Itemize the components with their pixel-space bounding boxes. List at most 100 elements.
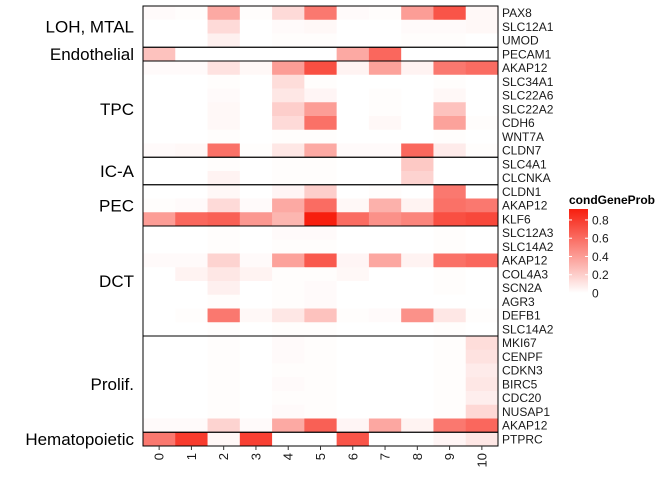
heatmap-cell [239,349,273,364]
heatmap-cell [175,198,208,213]
heatmap-cell [465,33,499,48]
heatmap-cell [433,129,467,144]
gene-label: KLF6 [502,212,531,226]
heatmap-cell [465,116,499,131]
x-tick-label: 9 [442,453,457,460]
legend-colorbar [569,209,588,293]
heatmap-cell [304,391,338,406]
heatmap-cell [143,267,176,282]
heatmap-cell [465,19,499,34]
heatmap-cell [401,404,434,419]
heatmap-cell [143,404,176,419]
heatmap-cell [401,33,434,48]
heatmap-cell [336,322,370,337]
heatmap-cell [175,377,208,392]
heatmap-cell [368,6,402,21]
heatmap-cell [175,129,208,144]
heatmap-cell [401,198,434,213]
heatmap-cell [401,47,434,62]
heatmap-cell [465,336,499,351]
heatmap-cell [401,6,434,21]
x-tick-label: 10 [474,453,489,467]
heatmap-cell [401,239,434,254]
heatmap-cell [401,363,434,378]
heatmap-cell [207,184,241,199]
heatmap-cell [239,418,273,433]
heatmap-cell [465,308,499,323]
heatmap-cell [433,198,467,213]
heatmap-cell [175,281,208,296]
heatmap-cell [368,33,402,48]
gene-label: SLC14A2 [502,240,554,254]
heatmap-cell [304,267,338,282]
heatmap-cell [272,349,305,364]
heatmap-cell [368,253,402,268]
heatmap-cell [304,171,338,186]
heatmap-cell [304,363,338,378]
heatmap-cell [143,336,176,351]
heatmap-cell [143,171,176,186]
heatmap-cell [433,143,467,158]
heatmap-cell [433,267,467,282]
heatmap-cell [465,432,499,447]
heatmap-cell [143,418,176,433]
heatmap-cell [401,432,434,447]
heatmap-cell [401,253,434,268]
heatmap-cell [368,102,402,117]
heatmap-cell [368,308,402,323]
heatmap-cell [304,88,338,103]
heatmap-cell [336,391,370,406]
heatmap-cells [143,6,499,447]
heatmap-cell [368,212,402,227]
x-tick-label: 5 [313,453,328,460]
heatmap-cell [272,267,305,282]
heatmap-cell [272,102,305,117]
heatmap-cell [433,349,467,364]
heatmap-cell [433,61,467,76]
heatmap-cell [239,116,273,131]
heatmap-cell [239,88,273,103]
heatmap-cell [239,267,273,282]
heatmap-cell [465,322,499,337]
heatmap-cell [207,171,241,186]
heatmap-cell [143,157,176,172]
heatmap-cell [465,129,499,144]
heatmap-cell [336,281,370,296]
heatmap-cell [465,363,499,378]
heatmap-cell [401,157,434,172]
heatmap-cell [304,322,338,337]
heatmap-cell [207,294,241,309]
x-tick-label: 6 [345,453,360,460]
heatmap-cell [368,116,402,131]
heatmap-cell [175,74,208,89]
heatmap-cell [368,267,402,282]
heatmap-cell [239,47,273,62]
x-tick-label: 1 [184,453,199,460]
x-tick-label: 3 [248,453,263,460]
heatmap-cell [465,143,499,158]
heatmap-cell [239,74,273,89]
heatmap-cell [465,198,499,213]
gene-label: SLC22A6 [502,89,554,103]
group-label: Hematopoietic [25,430,134,449]
heatmap-cell [433,377,467,392]
heatmap-cell [368,294,402,309]
heatmap-cell [336,129,370,144]
heatmap-cell [272,19,305,34]
heatmap-cell [175,212,208,227]
heatmap-cell [401,294,434,309]
heatmap-cell [336,377,370,392]
heatmap-cell [175,294,208,309]
heatmap-cell [175,363,208,378]
gene-label: CLCNKA [502,171,551,185]
gene-label: PECAM1 [502,47,552,61]
heatmap-cell [304,184,338,199]
heatmap-cell [175,322,208,337]
heatmap-cell [401,226,434,241]
heatmap-cell [272,322,305,337]
legend-title: condGeneProb [569,193,655,207]
group-label: LOH, MTAL [46,18,134,37]
heatmap-cell [272,198,305,213]
gene-label: CENPF [502,350,543,364]
heatmap-cell [433,391,467,406]
